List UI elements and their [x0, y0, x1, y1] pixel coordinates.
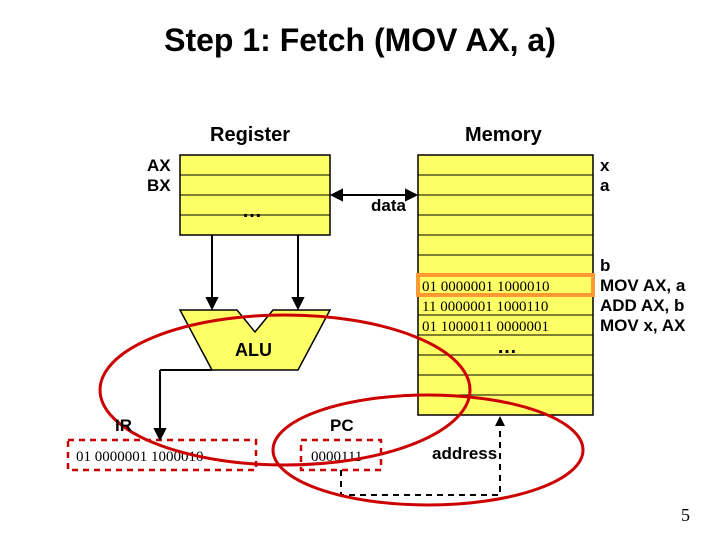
add-ax-b: ADD AX, b	[600, 296, 684, 316]
pc-to-address-head	[495, 416, 505, 426]
pc-label: PC	[330, 416, 354, 436]
reg-dots: …	[242, 200, 262, 223]
alu-label: ALU	[235, 340, 272, 361]
page-number: 5	[681, 505, 690, 526]
mem-row-7: 11 0000001 1000110	[422, 299, 548, 315]
b-label: b	[600, 256, 610, 276]
register-label: Register	[210, 124, 290, 147]
reg-to-alu-left	[207, 235, 217, 308]
mem-dots: …	[497, 336, 517, 359]
memory-label: Memory	[465, 124, 542, 147]
mem-row-8: 01 1000011 0000001	[422, 319, 549, 335]
ir-label: IR	[115, 416, 132, 436]
diagram-canvas: 01 0000001 1000010 11 0000001 1000110 01…	[0, 0, 720, 540]
mem-row-6: 01 0000001 1000010	[422, 279, 550, 295]
address-label: address	[432, 444, 497, 464]
mov-x-ax: MOV x, AX	[600, 316, 685, 336]
data-label: data	[371, 196, 406, 216]
bx-label: BX	[147, 176, 171, 196]
ax-label: AX	[147, 156, 171, 176]
reg-to-alu-right	[293, 235, 303, 308]
register-block	[180, 155, 330, 235]
mov-ax-a: MOV AX, a	[600, 276, 685, 296]
alu-to-ir-arrow	[155, 370, 212, 439]
ir-value: 01 0000001 1000010	[76, 449, 204, 465]
a-label: a	[600, 176, 609, 196]
x-label: x	[600, 156, 609, 176]
